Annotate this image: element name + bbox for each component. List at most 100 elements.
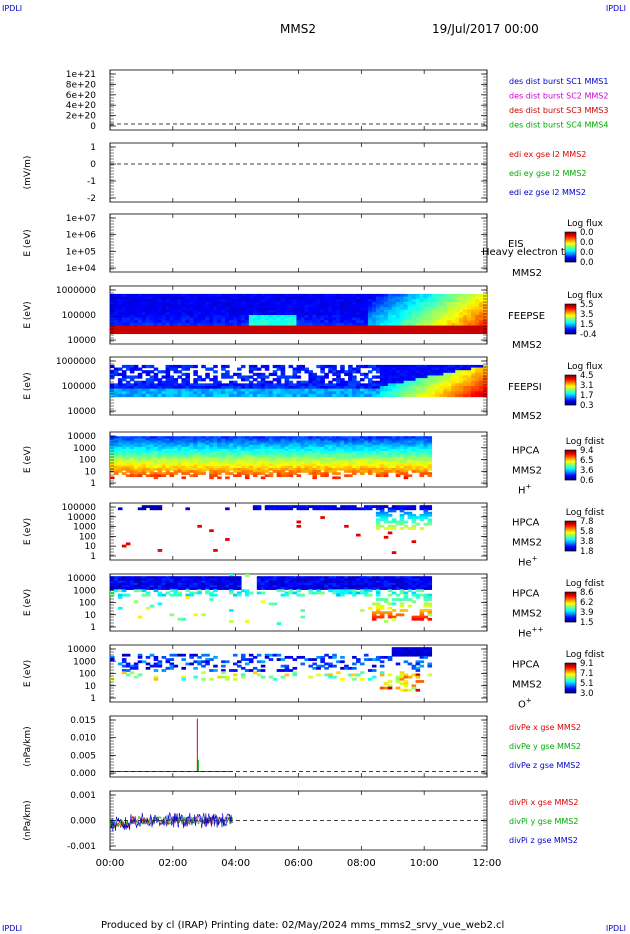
heatmap-cell xyxy=(137,367,143,371)
heatmap-cell xyxy=(110,330,115,335)
heatmap-cell xyxy=(439,304,444,308)
heatmap-cell xyxy=(125,307,131,311)
heatmap-cell xyxy=(467,380,472,384)
heatmap-cell xyxy=(379,375,385,379)
heatmap-cell xyxy=(189,307,194,311)
heatmap-cell xyxy=(415,467,421,471)
heatmap-cell xyxy=(276,505,282,508)
heatmap-cell xyxy=(280,315,286,319)
heatmap-cell xyxy=(165,299,171,303)
heatmap-cell xyxy=(363,465,369,469)
heatmap-cell xyxy=(229,315,234,319)
heatmap-cell xyxy=(348,325,353,329)
heatmap-cell xyxy=(371,444,377,448)
heatmap-cell xyxy=(316,453,321,456)
heatmap-cell xyxy=(399,393,405,398)
heatmap-cell xyxy=(145,606,151,610)
heatmap-cell xyxy=(233,444,238,448)
heatmap-cell xyxy=(451,304,456,308)
colorbar-cell xyxy=(565,454,576,456)
heatmap-cell xyxy=(471,312,476,316)
heatmap-cell xyxy=(415,453,421,456)
heatmap-cell xyxy=(177,436,183,439)
heatmap-cell xyxy=(340,451,345,454)
heatmap-cell xyxy=(121,455,127,458)
heatmap-cell xyxy=(328,440,333,444)
heatmap-cell xyxy=(161,465,167,469)
heatmap-cell xyxy=(252,391,258,395)
heatmap-cell xyxy=(121,322,127,327)
heatmap-cell xyxy=(320,364,325,369)
heatmap-cell xyxy=(149,293,155,298)
heatmap-cell xyxy=(379,446,385,450)
heatmap-cell xyxy=(391,380,397,384)
heatmap-cell xyxy=(149,465,155,469)
heatmap-cell xyxy=(443,325,448,329)
heatmap-cell xyxy=(399,330,405,335)
colorbar-cell xyxy=(565,238,576,240)
heatmap-cell xyxy=(340,383,345,387)
heatmap-cell xyxy=(316,465,321,469)
heatmap-cell xyxy=(240,467,246,471)
heatmap-cell xyxy=(332,391,337,395)
heatmap-cell xyxy=(169,474,175,478)
heatmap-cell xyxy=(260,330,266,335)
heatmap-cell xyxy=(419,380,425,384)
heatmap-cell xyxy=(165,587,171,590)
heatmap-cell xyxy=(375,440,381,444)
heatmap-cell xyxy=(471,388,476,392)
heatmap-cell xyxy=(149,386,155,390)
heatmap-cell xyxy=(383,444,389,448)
heatmap-cell xyxy=(479,317,484,321)
y-tick-label: 10000 xyxy=(67,432,96,442)
heatmap-cell xyxy=(419,442,425,446)
colorbar-cell xyxy=(565,375,576,377)
heatmap-cell xyxy=(205,317,210,321)
heatmap-cell xyxy=(304,328,310,332)
heatmap-cell xyxy=(316,455,321,458)
heatmap-cell xyxy=(395,299,401,303)
heatmap-cell xyxy=(411,301,417,306)
heatmap-cell xyxy=(427,391,433,395)
heatmap-cell xyxy=(117,451,123,454)
heatmap-cell xyxy=(205,463,210,467)
heatmap-cell xyxy=(165,301,171,306)
heatmap-cell xyxy=(221,301,226,306)
heatmap-cell xyxy=(352,296,357,300)
heatmap-cell xyxy=(185,451,190,454)
colorbar-cell xyxy=(565,476,576,478)
y-tick-label: 1000 xyxy=(73,586,96,596)
heatmap-cell xyxy=(411,518,417,522)
heatmap-cell xyxy=(244,459,250,463)
heatmap-cell xyxy=(264,322,270,327)
heatmap-cell xyxy=(340,393,345,398)
heatmap-cell xyxy=(395,315,401,319)
heatmap-cell xyxy=(316,299,321,303)
heatmap-cell xyxy=(213,455,218,458)
heatmap-cell xyxy=(352,442,357,446)
heatmap-cell xyxy=(479,320,484,324)
heatmap-cell xyxy=(129,304,135,308)
heatmap-cell xyxy=(201,364,206,369)
heatmap-cell xyxy=(399,505,405,508)
heatmap-cell xyxy=(117,465,123,469)
heatmap-cell xyxy=(403,448,409,452)
heatmap-cell xyxy=(439,378,444,382)
heatmap-cell xyxy=(133,442,139,446)
heatmap-cell xyxy=(439,309,444,313)
heatmap-cell xyxy=(324,436,329,439)
heatmap-cell xyxy=(475,296,480,300)
heatmap-cell xyxy=(288,307,294,311)
heatmap-cell xyxy=(363,317,369,321)
heatmap-cell xyxy=(149,322,155,327)
heatmap-cell xyxy=(375,330,381,335)
heatmap-cell xyxy=(197,580,202,584)
heatmap-cell xyxy=(356,451,361,454)
heatmap-cell xyxy=(415,442,421,446)
heatmap-cell xyxy=(383,393,389,398)
heatmap-cell xyxy=(383,535,389,539)
heatmap-cell xyxy=(221,438,226,442)
heatmap-cell xyxy=(312,317,317,321)
heatmap-cell xyxy=(475,330,480,335)
heatmap-cell xyxy=(403,386,409,390)
